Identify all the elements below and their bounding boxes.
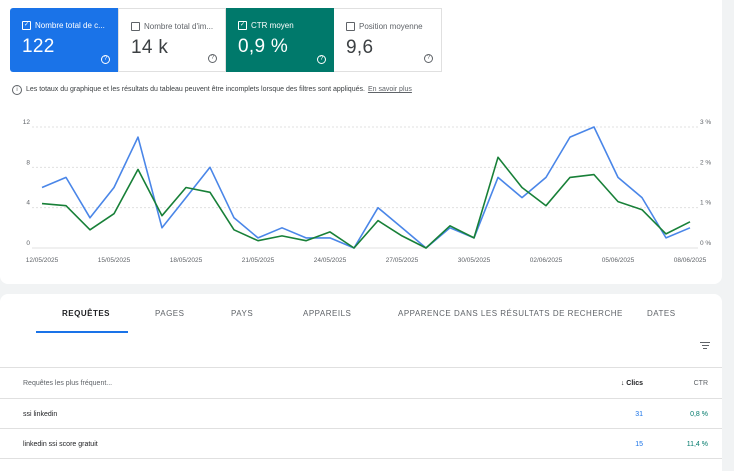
x-axis-tick-label: 18/05/2025 xyxy=(170,257,203,264)
tab-dates[interactable]: DATES xyxy=(647,309,676,318)
ctr-cell: 0,8 % xyxy=(690,411,708,418)
info-icon: i xyxy=(12,85,22,95)
y-axis-right-tick-label: 3 % xyxy=(700,119,711,126)
filter-icon[interactable] xyxy=(700,342,710,351)
x-axis-tick-label: 24/05/2025 xyxy=(314,257,347,264)
x-axis-tick-label: 12/05/2025 xyxy=(26,257,59,264)
table-row[interactable]: ssi linkedin 31 0,8 % xyxy=(0,399,722,429)
clicks-cell: 15 xyxy=(635,441,643,448)
metric-value: 14 k xyxy=(131,37,169,58)
x-axis-tick-label: 02/06/2025 xyxy=(530,257,563,264)
y-axis-left-tick-label: 4 xyxy=(26,200,30,207)
metric-label: CTR moyen xyxy=(251,21,294,30)
x-axis-tick-label: 27/05/2025 xyxy=(386,257,419,264)
query-cell: ssi linkedin xyxy=(23,411,58,418)
y-axis-left-tick-label: 12 xyxy=(23,119,31,126)
x-axis-tick-label: 05/06/2025 xyxy=(602,257,635,264)
help-icon[interactable]: ? xyxy=(208,54,217,63)
ctr-cell: 11,4 % xyxy=(686,441,708,448)
y-axis-left-tick-label: 8 xyxy=(26,159,30,166)
tab-search-appearance[interactable]: APPARENCE DANS LES RÉSULTATS DE RECHERCH… xyxy=(398,309,623,318)
dimension-tabs: REQUÊTES PAGES PAYS APPAREILS APPARENCE … xyxy=(0,294,722,334)
metric-average-position[interactable]: Position moyenne 9,6 ? xyxy=(334,8,442,72)
metric-value: 9,6 xyxy=(346,37,374,58)
y-axis-right-tick-label: 1 % xyxy=(700,200,711,207)
tab-queries[interactable]: REQUÊTES xyxy=(62,309,111,318)
column-header-queries[interactable]: Requêtes les plus fréquent... xyxy=(23,380,113,387)
results-table-card: REQUÊTES PAGES PAYS APPAREILS APPARENCE … xyxy=(0,294,722,471)
column-header-clicks[interactable]: ↓ Clics xyxy=(620,380,643,387)
table-row[interactable]: linkedin ssi score gratuit 15 11,4 % xyxy=(0,429,722,459)
tab-countries[interactable]: PAYS xyxy=(231,309,254,318)
learn-more-link[interactable]: En savoir plus xyxy=(367,86,412,93)
metric-label: Nombre total d'im... xyxy=(144,22,214,31)
metric-total-impressions[interactable]: Nombre total d'im... 14 k ? xyxy=(118,8,226,72)
table-header: Requêtes les plus fréquent... ↓ Clics CT… xyxy=(0,367,722,399)
y-axis-right-tick-label: 0 % xyxy=(700,240,711,247)
checkbox-checked-icon[interactable]: ✓ xyxy=(22,21,31,30)
x-axis-tick-label: 21/05/2025 xyxy=(242,257,275,264)
help-icon[interactable]: ? xyxy=(317,55,326,64)
y-axis-right-tick-label: 2 % xyxy=(700,159,711,166)
ctr-series-line xyxy=(41,156,691,249)
metric-total-clicks[interactable]: ✓ Nombre total de c... 122 ? xyxy=(10,8,118,72)
x-axis-tick-label: 30/05/2025 xyxy=(458,257,491,264)
x-axis-tick-label: 15/05/2025 xyxy=(98,257,131,264)
active-tab-indicator xyxy=(36,331,128,333)
query-cell: linkedin ssi score gratuit xyxy=(23,441,98,448)
clicks-series-line xyxy=(41,126,691,249)
metric-label: Nombre total de c... xyxy=(35,21,105,30)
y-axis-left-tick-label: 0 xyxy=(26,240,30,247)
filter-info-text: Les totaux du graphique et les résultats… xyxy=(26,86,412,93)
tab-devices[interactable]: APPAREILS xyxy=(303,309,352,318)
tab-pages[interactable]: PAGES xyxy=(155,309,185,318)
column-header-ctr[interactable]: CTR xyxy=(693,380,708,387)
metric-value: 0,9 % xyxy=(238,36,289,57)
performance-chart: 0 4 8 12 0 % 1 % 2 % 3 % 12/05/2025 15/05/2025 18/… xyxy=(23,119,712,264)
metric-label: Position moyenne xyxy=(359,22,423,31)
metric-tiles: ✓ Nombre total de c... 122 ? Nombre total… xyxy=(10,8,442,72)
performance-card: ✓ Nombre total de c... 122 ? Nombre total… xyxy=(0,0,722,284)
metric-value: 122 xyxy=(22,36,55,57)
metric-average-ctr[interactable]: ✓ CTR moyen 0,9 % ? xyxy=(226,8,334,72)
checkbox-checked-icon[interactable]: ✓ xyxy=(238,21,247,30)
x-axis-tick-label: 08/06/2025 xyxy=(674,257,707,264)
sort-descending-icon: ↓ xyxy=(620,380,625,387)
clicks-cell: 31 xyxy=(635,411,643,418)
checkbox-unchecked-icon[interactable] xyxy=(346,22,355,31)
checkbox-unchecked-icon[interactable] xyxy=(131,22,140,31)
help-icon[interactable]: ? xyxy=(101,55,110,64)
help-icon[interactable]: ? xyxy=(424,54,433,63)
